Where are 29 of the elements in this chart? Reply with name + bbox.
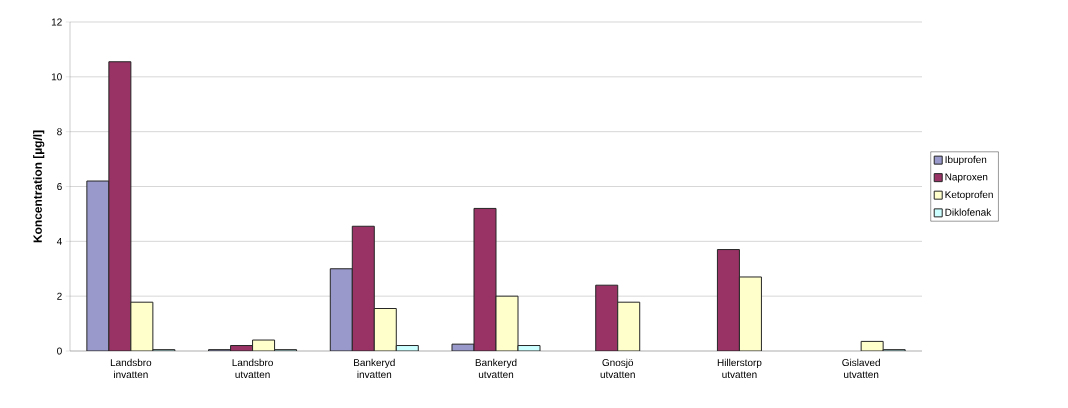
y-tick-label: 12 [51, 18, 62, 26]
y-tick-label: 6 [57, 182, 62, 191]
x-tick-label: Bankeryd utvatten [475, 358, 517, 379]
bar [473, 207, 497, 351]
y-tick-label: 10 [51, 73, 62, 81]
legend-label: Naproxen [945, 173, 988, 183]
x-tick-label: Hillerstorp utvatten [717, 358, 762, 379]
legend-label: Ibuprofen [945, 155, 987, 166]
bar [329, 268, 353, 351]
y-axis-title: Koncentration [µg/l] [33, 130, 45, 243]
x-tick-label: Landsbro utvatten [232, 358, 273, 379]
y-tick-label: 2 [57, 292, 62, 300]
bar [373, 308, 397, 351]
bar [351, 225, 375, 351]
y-tick-label: 8 [57, 128, 62, 136]
legend-label: Ketoprofen [945, 190, 993, 201]
legend-label: Diklofenak [945, 208, 992, 216]
bar [595, 284, 619, 351]
bar [716, 249, 740, 351]
x-tick-label: Landsbro invatten [110, 358, 152, 379]
bar [86, 180, 110, 351]
bar [617, 301, 641, 351]
bar [738, 276, 762, 351]
x-tick-label: Bankeryd invatten [354, 358, 395, 379]
x-tick-label: Gislaved utvatten [842, 358, 880, 379]
y-tick-label: 0 [57, 347, 62, 355]
y-tick-label: 4 [56, 237, 62, 245]
bar [108, 61, 132, 351]
x-tick-label: Gnosjö utvatten [600, 358, 635, 379]
